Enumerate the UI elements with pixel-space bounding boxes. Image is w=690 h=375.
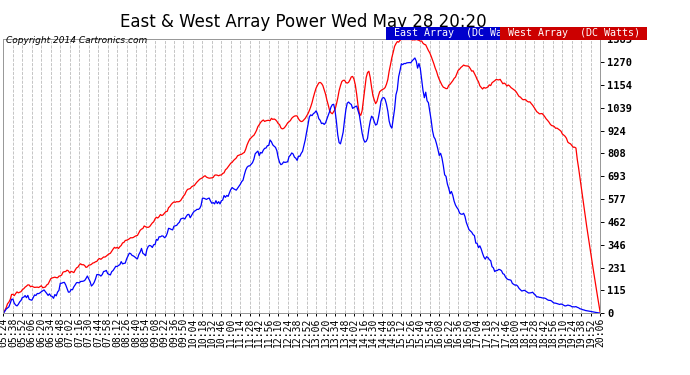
- Text: East & West Array Power Wed May 28 20:20: East & West Array Power Wed May 28 20:20: [120, 13, 487, 31]
- Text: East Array  (DC Watts): East Array (DC Watts): [388, 28, 532, 38]
- Text: Copyright 2014 Cartronics.com: Copyright 2014 Cartronics.com: [6, 36, 147, 45]
- Text: West Array  (DC Watts): West Array (DC Watts): [502, 28, 646, 38]
